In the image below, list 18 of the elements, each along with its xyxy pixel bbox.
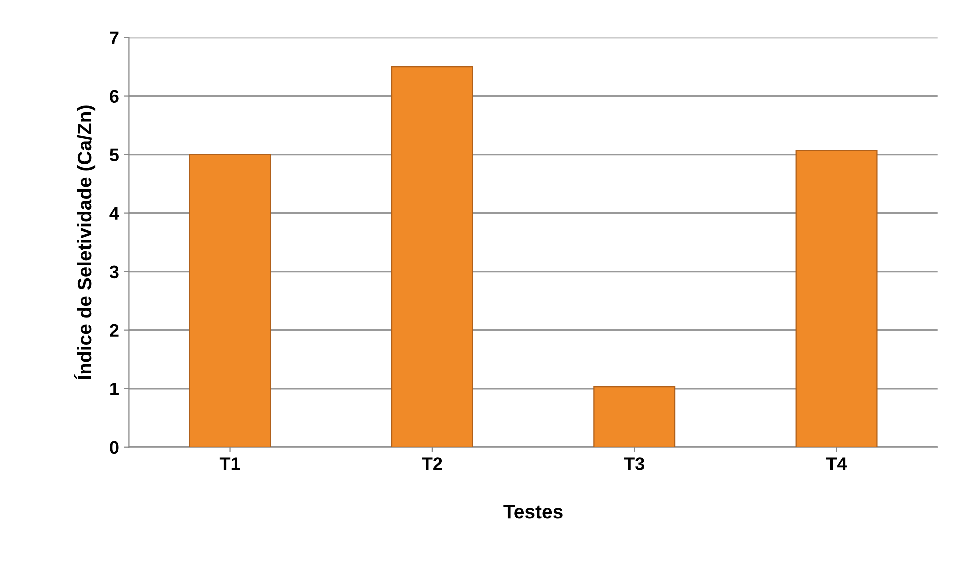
y-tick-label: 6 (110, 90, 119, 103)
bar (594, 386, 676, 448)
x-tick-label: T1 (220, 458, 240, 470)
bar (391, 66, 474, 448)
y-tick-label: 2 (110, 324, 119, 337)
bar (189, 154, 272, 448)
y-tick-label: 4 (110, 207, 120, 220)
y-tick-label: 3 (110, 266, 119, 279)
y-tick-label: 7 (110, 32, 119, 44)
y-axis-title: Índice de Seletividade (Ca/Zn) (74, 106, 96, 380)
y-tick-label: 0 (110, 441, 119, 454)
y-tick-label: 5 (110, 148, 119, 162)
x-tick-label: T2 (422, 458, 442, 470)
x-tick-label: T4 (826, 458, 848, 470)
bar (796, 150, 878, 448)
y-tick-label: 1 (110, 382, 119, 396)
x-tick-label: T3 (624, 458, 644, 470)
x-axis-title: Testes (504, 505, 563, 519)
